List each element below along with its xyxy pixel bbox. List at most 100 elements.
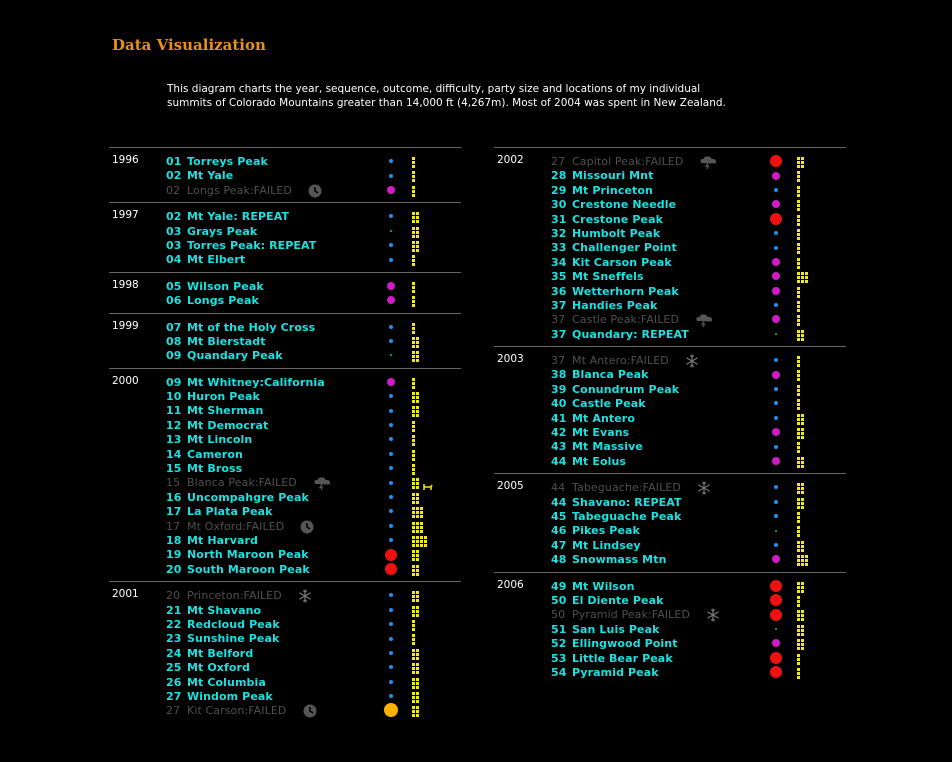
summit-entry: 37 Quandary: REPEAT — [551, 328, 689, 341]
summit-name: Windom Peak — [187, 689, 273, 703]
summit-number: 22 — [166, 617, 182, 631]
outcome-dot — [774, 485, 778, 490]
party-size-marker — [797, 624, 804, 636]
summit-entry: 41 Mt Antero — [551, 412, 635, 425]
failed-summit-entry: 50 Pyramid Peak:FAILED — [551, 608, 690, 621]
outcome-dot — [389, 665, 393, 670]
summit-row: 36 Wetterhorn Peak — [494, 284, 846, 298]
summit-row: 27 Kit Carson:FAILED — [109, 703, 461, 718]
summit-number: 44 — [551, 495, 567, 509]
summit-number: 39 — [551, 382, 567, 396]
summit-row: 44 Shavano: REPEAT — [494, 495, 846, 509]
year-label: 1996 — [112, 154, 139, 166]
party-size-marker — [797, 214, 800, 226]
party-size-marker — [412, 677, 419, 689]
party-size-marker — [412, 535, 427, 547]
summit-column-left: 1996 01 Torreys Peak 02 Mt Yale 02 Longs Peak:… — [109, 147, 461, 723]
failed-summit-entry: 37 Castle Peak:FAILED — [551, 313, 679, 326]
summit-entry: 44 Shavano: REPEAT — [551, 496, 682, 509]
party-size-marker — [797, 315, 800, 327]
clock-icon — [300, 519, 316, 534]
outcome-dot — [770, 212, 782, 225]
party-size-marker — [412, 281, 415, 293]
summit-number: 01 — [166, 155, 182, 168]
summit-entry: 47 Mt Lindsey — [551, 539, 641, 552]
summit-number: 18 — [166, 533, 182, 547]
party-size-marker — [412, 619, 415, 631]
summit-row: 37 Quandary: REPEAT — [494, 327, 846, 341]
summit-entry: 30 Crestone Needle — [551, 198, 676, 211]
summit-number: 20 — [166, 562, 182, 576]
summit-name: El Diente Peak — [572, 593, 664, 607]
party-size-marker — [797, 200, 800, 212]
summit-entry: 53 Little Bear Peak — [551, 652, 673, 665]
failed-summit-entry: 27 Kit Carson:FAILED — [166, 704, 287, 717]
summit-name: Mt Wilson — [572, 579, 635, 593]
outcome-dot — [774, 444, 778, 449]
summit-entry: 35 Mt Sneffels — [551, 270, 644, 283]
summit-row: 45 Tabeguache Peak — [494, 509, 846, 523]
party-size-marker — [412, 691, 419, 703]
summit-entry: 09 Quandary Peak — [166, 349, 283, 362]
year-group-1996: 1996 01 Torreys Peak 02 Mt Yale 02 Longs Peak:… — [109, 147, 461, 202]
snowflake-icon — [706, 607, 722, 622]
year-group-1999: 1999 07 Mt of the Holy Cross 08 Mt Bierstadt… — [109, 312, 461, 368]
party-size-marker — [412, 605, 419, 617]
summit-entry: 43 Mt Massive — [551, 440, 643, 453]
summit-entry: 54 Pyramid Peak — [551, 666, 659, 679]
summit-name: Conundrum Peak — [572, 382, 680, 396]
party-size-marker — [797, 185, 800, 197]
summit-name: Kit Carson:FAILED — [187, 704, 287, 718]
summit-number: 15 — [166, 462, 182, 476]
party-size-marker — [797, 595, 800, 607]
party-size-marker — [412, 591, 419, 603]
summit-name: Castle Peak — [572, 397, 646, 411]
summit-entry: 49 Mt Wilson — [551, 580, 635, 593]
summit-row: 39 Conundrum Peak — [494, 382, 846, 396]
summit-name: Pikes Peak — [572, 524, 640, 538]
party-size-marker — [797, 428, 804, 440]
summit-name: Torres Peak: REPEAT — [187, 238, 317, 252]
summit-entry: 01 Torreys Peak — [166, 155, 268, 168]
party-size-marker — [412, 171, 415, 183]
summit-row: 17 Mt Oxford:FAILED — [109, 519, 461, 534]
summit-name: Mt Sherman — [187, 404, 264, 418]
summit-number: 17 — [166, 519, 181, 533]
summit-number: 05 — [166, 279, 182, 293]
summit-number: 30 — [551, 198, 567, 212]
outcome-dot — [772, 555, 780, 564]
outcome-dot — [389, 173, 393, 178]
summit-row: 38 Blanca Peak — [494, 367, 846, 382]
summit-entry: 13 Mt Lincoln — [166, 433, 252, 446]
summit-row: 20 South Maroon Peak — [109, 562, 461, 576]
summit-row: 21 Mt Shavano — [109, 603, 461, 617]
snowflake-icon — [685, 353, 701, 368]
year-label: 2003 — [497, 353, 524, 366]
outcome-dot — [389, 243, 393, 248]
summit-entry: 45 Tabeguache Peak — [551, 510, 681, 523]
summit-number: 31 — [551, 212, 567, 226]
summit-name: Capitol Peak:FAILED — [572, 155, 684, 168]
summit-number: 28 — [551, 169, 567, 183]
summit-row: 18 Mt Harvard — [109, 533, 461, 547]
outcome-dot — [387, 296, 395, 305]
summit-row: 37 Castle Peak:FAILED — [494, 312, 846, 328]
summit-row: 19 North Maroon Peak — [109, 547, 461, 562]
party-size-marker — [412, 336, 419, 348]
party-size-marker — [797, 300, 800, 312]
summit-entry: 07 Mt of the Holy Cross — [166, 321, 315, 334]
summit-number: 14 — [166, 447, 182, 461]
summit-name: Mt Bross — [187, 462, 243, 476]
outcome-dot — [387, 185, 395, 194]
summit-entry: 15 Mt Bross — [166, 462, 242, 475]
year-group-2001: 2001 20 Princeton:FAILED 21 Mt Shavano 22 Redc… — [109, 581, 461, 723]
summit-row: 10 Huron Peak — [109, 389, 461, 404]
summit-entry: 31 Crestone Peak — [551, 213, 663, 226]
party-size-marker — [412, 255, 415, 267]
summit-name: Huron Peak — [187, 390, 260, 404]
year-group-2006: 2006 49 Mt Wilson 50 El Diente Peak 50 Pyramid… — [494, 571, 846, 685]
summit-entry: 03 Grays Peak — [166, 225, 257, 238]
party-size-marker — [797, 157, 804, 168]
outcome-dot — [387, 377, 395, 386]
summit-number: 17 — [166, 505, 182, 519]
